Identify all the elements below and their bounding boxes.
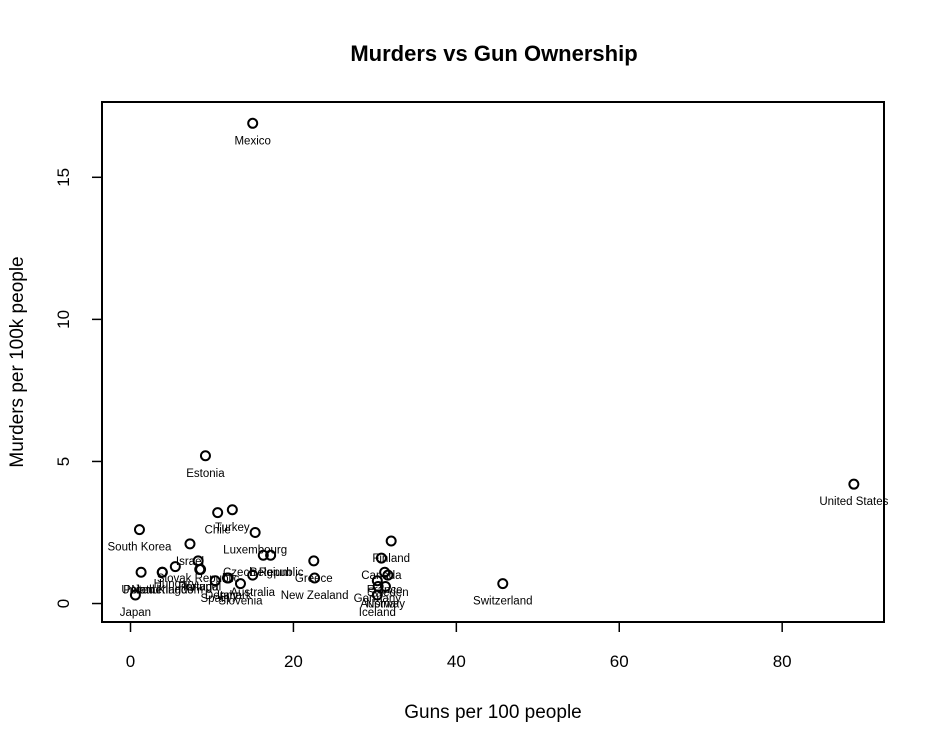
data-point	[212, 507, 224, 519]
data-point	[375, 552, 387, 564]
point-label: Switzerland	[473, 596, 532, 608]
point-label: Czech Republic	[223, 567, 304, 579]
point-label: Austria	[360, 598, 396, 610]
y-tick-label: 15	[54, 168, 73, 187]
point-label: Estonia	[186, 468, 225, 480]
data-point	[129, 589, 141, 601]
data-point	[382, 569, 394, 581]
data-point	[135, 566, 147, 578]
point-label: South Korea	[108, 542, 173, 554]
data-point	[195, 563, 207, 575]
point-label: Slovenia	[218, 596, 263, 608]
point-label: Australia	[230, 587, 275, 599]
data-point	[379, 580, 391, 592]
data-point	[371, 575, 383, 587]
point-label: Turkey	[215, 522, 250, 534]
point-label: Portugal	[178, 581, 221, 593]
point-label: Spain	[201, 593, 230, 605]
y-tick-label: 10	[54, 310, 73, 329]
x-tick-label: 80	[773, 652, 792, 671]
point-label: Japan	[120, 607, 151, 619]
data-point	[309, 572, 321, 584]
point-label: Greece	[295, 573, 333, 585]
y-axis: 0 5 10 15	[54, 168, 103, 608]
data-point	[222, 572, 234, 584]
data-point	[497, 578, 509, 590]
point-label: Ireland	[183, 581, 218, 593]
data-point	[169, 561, 181, 573]
y-tick-label: 0	[54, 599, 73, 608]
chart-title: Murders vs Gun Ownership	[350, 41, 637, 66]
data-point	[226, 504, 238, 516]
data-point	[249, 526, 261, 538]
plot-area-border	[101, 101, 885, 623]
data-point	[371, 589, 383, 601]
data-point	[308, 555, 320, 567]
data-point	[234, 578, 246, 590]
data-point	[247, 117, 259, 129]
data-point	[257, 549, 269, 561]
point-label: Denmark	[205, 590, 252, 602]
point-label: Italy	[217, 590, 238, 602]
data-point	[848, 478, 860, 490]
point-label: Mexico	[234, 135, 270, 147]
point-label: Hungary	[154, 579, 198, 591]
data-point	[184, 538, 196, 550]
point-label: New Zealand	[281, 590, 349, 602]
x-axis-label: Guns per 100 people	[404, 702, 581, 723]
point-label: United Kingdom	[121, 584, 203, 596]
data-point	[156, 566, 168, 578]
x-tick-label: 20	[284, 652, 303, 671]
data-point	[209, 575, 221, 587]
data-point	[133, 524, 145, 536]
x-tick-label: 40	[447, 652, 466, 671]
data-point	[265, 549, 277, 561]
point-label: Iceland	[359, 607, 396, 619]
point-label: United States	[819, 496, 888, 508]
point-label: Chile	[205, 525, 231, 537]
x-axis: 0 20 40 60 80	[126, 621, 792, 671]
point-label: Belgium	[250, 567, 292, 579]
data-point	[247, 569, 259, 581]
y-tick-label: 5	[54, 457, 73, 466]
data-point	[199, 450, 211, 462]
x-tick-label: 0	[126, 652, 135, 671]
x-tick-label: 60	[610, 652, 629, 671]
data-point	[385, 535, 397, 547]
point-label: Norway	[366, 598, 405, 610]
point-label: Netherlands	[131, 584, 193, 596]
point-label: Luxembourg	[223, 544, 287, 556]
y-axis-label: Murders per 100k people	[7, 256, 28, 467]
